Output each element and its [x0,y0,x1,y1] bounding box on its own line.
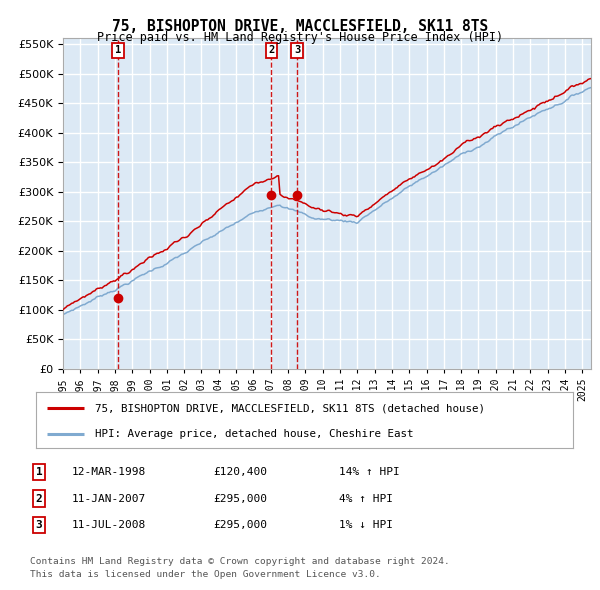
Text: 4% ↑ HPI: 4% ↑ HPI [339,494,393,503]
Text: 2: 2 [268,45,274,55]
Text: 3: 3 [35,520,43,530]
Text: Price paid vs. HM Land Registry's House Price Index (HPI): Price paid vs. HM Land Registry's House … [97,31,503,44]
Text: 11-JAN-2007: 11-JAN-2007 [72,494,146,503]
Text: 75, BISHOPTON DRIVE, MACCLESFIELD, SK11 8TS: 75, BISHOPTON DRIVE, MACCLESFIELD, SK11 … [112,19,488,34]
Text: 2: 2 [35,494,43,503]
Text: 12-MAR-1998: 12-MAR-1998 [72,467,146,477]
Text: 1% ↓ HPI: 1% ↓ HPI [339,520,393,530]
Text: This data is licensed under the Open Government Licence v3.0.: This data is licensed under the Open Gov… [30,570,381,579]
Text: £295,000: £295,000 [213,520,267,530]
Text: £295,000: £295,000 [213,494,267,503]
Text: 75, BISHOPTON DRIVE, MACCLESFIELD, SK11 8TS (detached house): 75, BISHOPTON DRIVE, MACCLESFIELD, SK11 … [95,403,485,413]
Text: HPI: Average price, detached house, Cheshire East: HPI: Average price, detached house, Ches… [95,429,413,439]
Text: £120,400: £120,400 [213,467,267,477]
Text: 14% ↑ HPI: 14% ↑ HPI [339,467,400,477]
Text: Contains HM Land Registry data © Crown copyright and database right 2024.: Contains HM Land Registry data © Crown c… [30,557,450,566]
Text: 11-JUL-2008: 11-JUL-2008 [72,520,146,530]
Text: 1: 1 [35,467,43,477]
Text: 1: 1 [115,45,121,55]
Text: 3: 3 [294,45,301,55]
